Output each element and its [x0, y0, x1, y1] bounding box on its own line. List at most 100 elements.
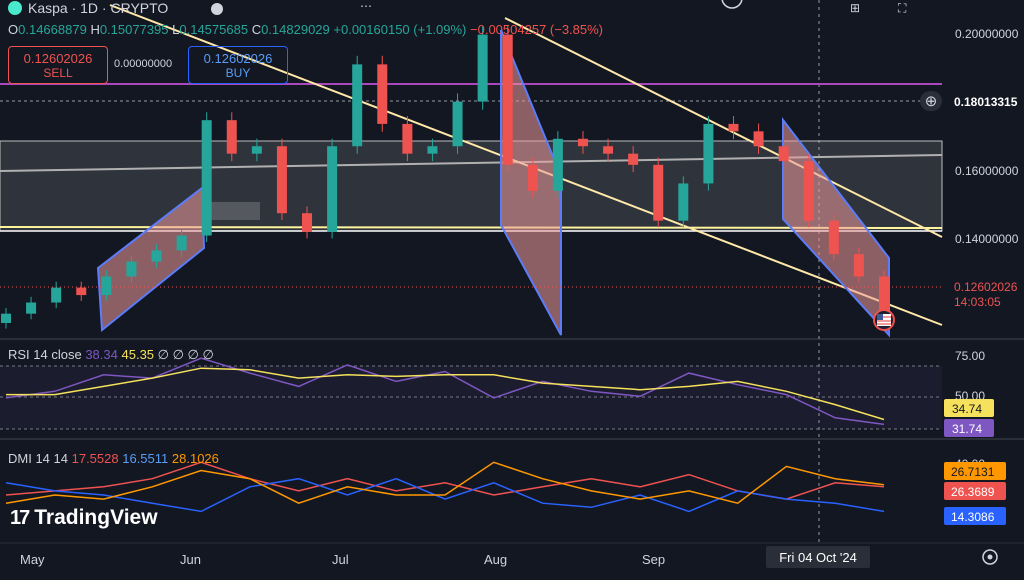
kaspa-logo-icon: [8, 1, 22, 15]
sell-price: 0.12602026: [23, 51, 93, 66]
candle-body: [452, 101, 463, 147]
toolbar-icon[interactable]: ⋯: [360, 0, 372, 13]
change-value: +0.00160150 (+1.09%): [333, 22, 467, 37]
rsi-badge: [944, 419, 994, 437]
time-label: May: [20, 552, 45, 567]
crosshair-date-box: [766, 546, 870, 568]
candle-body: [552, 138, 563, 191]
candle-body: [678, 183, 689, 221]
candle-body: [201, 120, 212, 236]
sell-label: SELL: [43, 66, 73, 80]
zone-marker: [205, 202, 260, 220]
descending-trendline-upper: [504, 17, 943, 238]
candle-body: [803, 161, 814, 221]
minus-di-badge: [944, 507, 1006, 525]
tradingview-logo-text: TradingView: [34, 506, 158, 529]
countdown-label: 14:03:05: [954, 295, 1001, 309]
rsi-ma-badge-value: 34.74: [952, 402, 982, 416]
candles: [1, 25, 889, 329]
gear-center: [987, 554, 993, 560]
candle-body: [176, 235, 187, 251]
candle-body: [502, 34, 513, 165]
candle-body: [302, 213, 313, 232]
last-price-box: [942, 276, 1024, 310]
dmi-legend[interactable]: DMI 14 14 17.5528 16.5511 28.1026: [8, 451, 219, 466]
event-marker[interactable]: [873, 309, 895, 331]
open-label: O: [8, 22, 19, 37]
rsi-value: 38.34: [85, 347, 118, 362]
candle-body: [728, 123, 739, 132]
time-label: Jun: [180, 552, 201, 567]
candle-body: [828, 220, 839, 255]
adx-value: 28.1026: [171, 451, 219, 466]
rsi-pane[interactable]: [0, 341, 942, 437]
top-toolbar: ⋯ ⊞ ⛶: [211, 0, 907, 15]
crosshair-date-label: Fri 04 Oct '24: [779, 550, 857, 565]
rsi-legend[interactable]: RSI 14 close 38.34 45.35 ∅ ∅ ∅ ∅: [8, 347, 214, 363]
candle-body: [327, 146, 338, 232]
rsi-tick: 75.00: [955, 349, 985, 363]
candle-body: [151, 250, 162, 262]
candle-body: [778, 146, 789, 162]
crosshair-price-box: [942, 92, 1024, 110]
symbol-status-icon[interactable]: [211, 3, 223, 15]
candle-body: [427, 146, 438, 154]
close-label: C: [251, 22, 262, 37]
candle-body: [703, 123, 714, 184]
candle-body: [76, 287, 87, 296]
screenshot-icon[interactable]: [721, 0, 743, 9]
fullscreen-icon[interactable]: ⛶: [897, 1, 907, 15]
candle-body: [527, 164, 538, 191]
price-tick: 0.20000000: [955, 27, 1019, 41]
candle-body: [402, 123, 413, 154]
candle-body: [879, 276, 889, 310]
open-value: 0.14668879: [18, 22, 87, 37]
candle-body: [628, 153, 639, 165]
change-value-2: −0.00504257 (−3.85%): [470, 22, 604, 37]
minus-di-value: 16.5511: [122, 451, 169, 466]
layout-icon[interactable]: ⊞: [850, 1, 860, 15]
adx-badge: [944, 462, 1006, 480]
adx-badge-value: 26.7131: [951, 465, 995, 479]
adx-line: [5, 461, 885, 505]
add-alert-button[interactable]: [920, 91, 942, 111]
last-price-label: 0.12602026: [954, 280, 1018, 294]
settings-gear-icon[interactable]: [982, 549, 998, 565]
candle-body: [753, 131, 764, 147]
candle-body: [226, 120, 237, 154]
symbol-legend[interactable]: Kaspa · 1D · CRYPTO: [8, 0, 168, 16]
rsi-label: RSI 14 close: [8, 347, 82, 362]
low-label: L: [172, 22, 180, 37]
plus-di-badge-value: 26.3689: [951, 485, 995, 499]
rsi-null-values: ∅ ∅ ∅ ∅: [157, 347, 214, 362]
candle-body: [603, 146, 614, 154]
candle-body: [51, 287, 62, 303]
dmi-label: DMI 14 14: [8, 451, 68, 466]
crosshair-price-label: 0.18013315: [954, 95, 1018, 109]
high-label: H: [90, 22, 100, 37]
candle-body: [577, 138, 588, 147]
close-value: 0.14829029: [261, 22, 330, 37]
time-label: Sep: [642, 552, 665, 567]
spread-value: 0.00000000: [114, 58, 173, 70]
low-value: 0.14575685: [179, 22, 249, 37]
rsi-badge-value: 31.74: [952, 422, 982, 436]
rsi-lines: [5, 357, 885, 426]
candle-body: [26, 302, 37, 314]
sell-button[interactable]: 0.12602026 SELL: [8, 46, 108, 84]
time-label: Aug: [484, 552, 507, 567]
candle-body: [251, 146, 262, 154]
rsi-ma-badge: [944, 399, 994, 417]
buy-label: BUY: [225, 66, 251, 80]
tradingview-logo: 17 TradingView: [10, 506, 158, 530]
candle-body: [352, 64, 363, 147]
buy-button[interactable]: 0.12602026 BUY: [188, 46, 288, 84]
price-tick: 0.14000000: [955, 232, 1019, 246]
rsi-ma-value: 45.35: [121, 347, 155, 362]
tv-logo-icon: 17: [10, 506, 30, 529]
symbol-title[interactable]: Kaspa · 1D · CRYPTO: [28, 0, 169, 16]
buy-price: 0.12602026: [203, 51, 273, 66]
plus-icon[interactable]: ⊕: [925, 93, 938, 110]
